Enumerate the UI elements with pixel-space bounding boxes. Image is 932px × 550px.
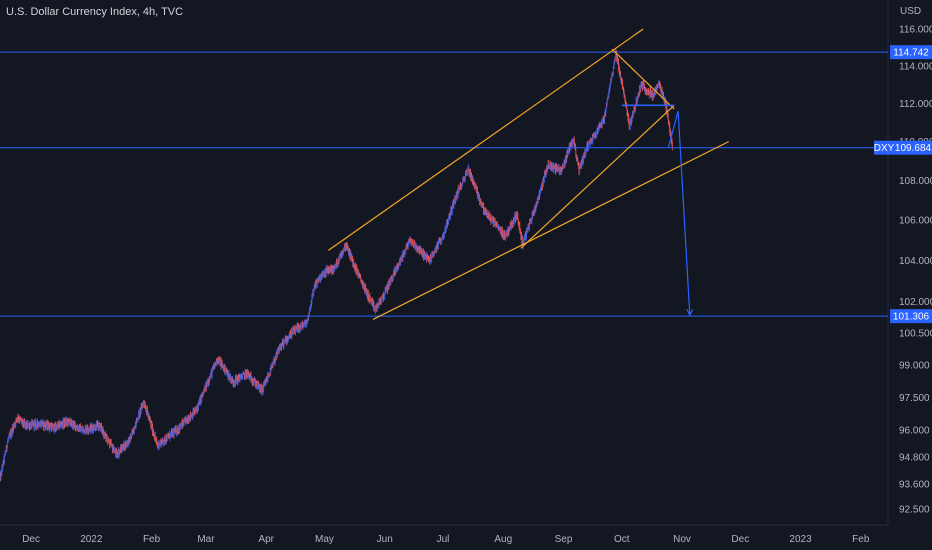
y-tick-label: 102.000 — [899, 297, 932, 308]
x-tick-label: Nov — [673, 534, 691, 545]
y-tick-label: 92.500 — [899, 504, 930, 515]
level-tag-text: DXY — [874, 143, 895, 154]
price-badge-text: 109.684 — [895, 143, 932, 154]
y-tick-label: 114.000 — [899, 61, 932, 72]
x-tick-label: Feb — [143, 534, 161, 545]
trendline[interactable] — [611, 48, 675, 110]
x-tick-label: Jun — [377, 534, 393, 545]
y-tick-label: 96.000 — [899, 426, 930, 437]
x-tick-label: Feb — [852, 534, 870, 545]
trendline[interactable] — [520, 104, 675, 249]
y-tick-label: 104.000 — [899, 256, 932, 267]
x-tick-label: Dec — [22, 534, 40, 545]
candles — [0, 48, 673, 482]
x-tick-label: Oct — [614, 534, 630, 545]
x-tick-label: Aug — [494, 534, 512, 545]
price-badge — [890, 45, 932, 60]
projection-arrow[interactable] — [667, 110, 691, 316]
y-tick-label: 108.000 — [899, 176, 932, 187]
x-tick-label: Sep — [555, 534, 573, 545]
x-tick-label: 2022 — [80, 534, 103, 545]
price-badge — [894, 140, 932, 155]
currency-label: USD — [900, 6, 921, 17]
arrow-head — [686, 308, 694, 317]
y-tick-label: 93.600 — [899, 479, 930, 490]
y-tick-label: 94.800 — [899, 452, 930, 463]
x-tick-label: Apr — [258, 534, 274, 545]
y-tick-label: 106.000 — [899, 216, 932, 227]
level-tag-badge — [874, 140, 894, 155]
y-tick-label: 99.000 — [899, 360, 930, 371]
y-tick-label: 116.000 — [899, 25, 932, 36]
trendline[interactable] — [372, 141, 729, 320]
price-badge-text: 114.742 — [893, 48, 929, 59]
chart-title: U.S. Dollar Currency Index, 4h, TVC — [6, 6, 184, 18]
y-tick-label: 112.000 — [899, 99, 932, 110]
x-tick-label: Mar — [197, 534, 215, 545]
y-tick-label: 100.500 — [899, 329, 932, 340]
price-badge-text: 101.306 — [893, 312, 930, 323]
trendline[interactable] — [328, 28, 644, 251]
y-tick-label: 97.500 — [899, 393, 930, 404]
price-badge — [890, 309, 932, 324]
x-tick-label: 2023 — [789, 534, 812, 545]
x-tick-label: Dec — [731, 534, 749, 545]
x-tick-label: May — [315, 534, 334, 545]
x-tick-label: Jul — [437, 534, 450, 545]
